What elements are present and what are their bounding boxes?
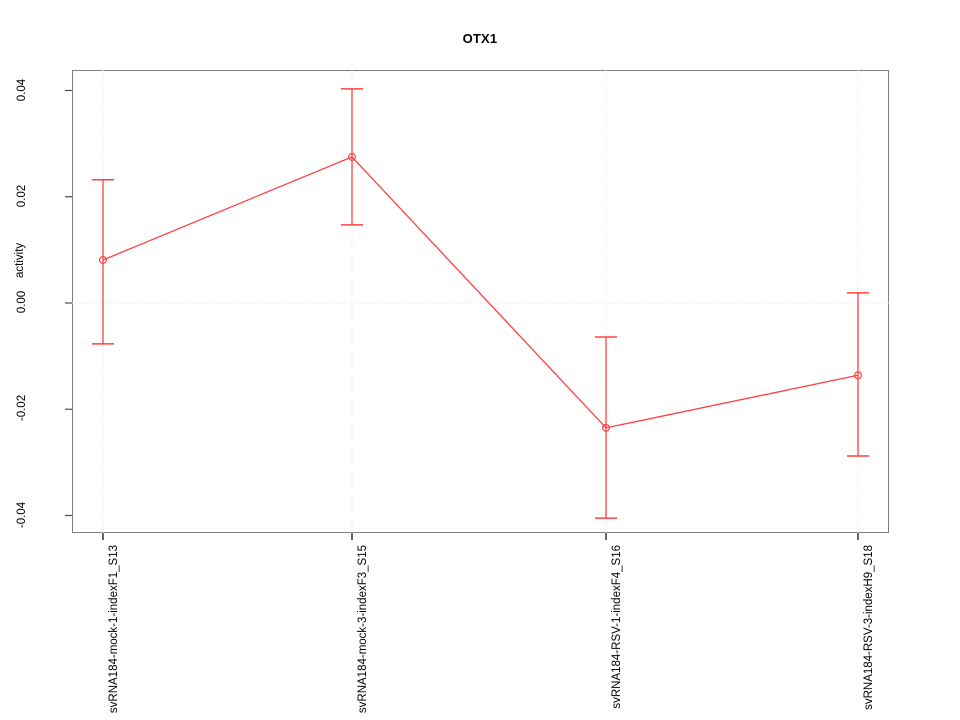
data-points-group	[98, 152, 862, 432]
y-axis-tick-label-2: 0.00	[16, 290, 28, 314]
series-line-activity	[102, 156, 859, 429]
page-title: OTX1	[462, 31, 498, 46]
x-axis-tick-label-1: svRNA184-mock-3-indexF3_S15	[357, 545, 369, 714]
x-axis-tick-label-0: svRNA184-mock-1-indexF1_S13	[108, 545, 120, 714]
data-point-2	[601, 423, 610, 432]
x-axis-tick-label-3: svRNA184-RSV-3-indexH9_S18	[863, 545, 875, 710]
gridlines-group	[72, 70, 889, 533]
data-point-1	[348, 152, 357, 161]
y-axis-tick-label-4: -0.04	[16, 501, 28, 528]
x-axis-ticks-group	[102, 533, 859, 540]
error-bars-group	[92, 88, 869, 519]
data-point-0	[98, 255, 107, 264]
y-axis-tick-label-1: 0.02	[16, 184, 28, 207]
y-axis-ticks-group	[65, 89, 72, 517]
plot-area	[72, 70, 889, 533]
y-axis-tick-label-3: -0.02	[16, 395, 28, 422]
y-axis-tick-label-0: 0.04	[16, 78, 28, 101]
x-axis-tick-label-2: svRNA184-RSV-1-indexF4_S16	[611, 545, 623, 709]
series-line-group	[102, 156, 859, 429]
data-point-3	[853, 371, 862, 380]
